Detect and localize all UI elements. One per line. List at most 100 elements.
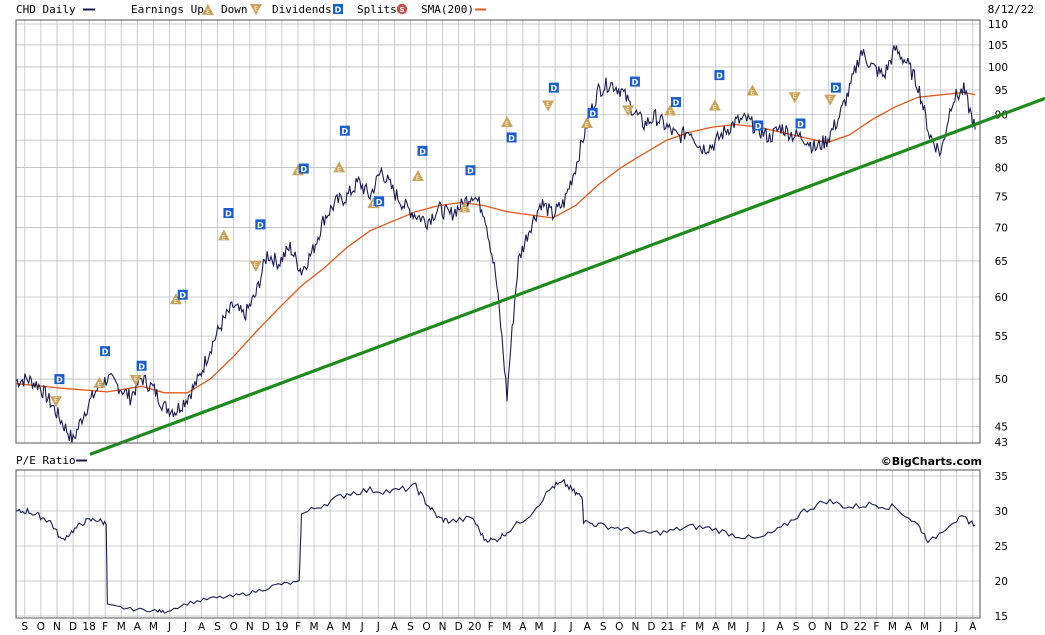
dividend-marker: D — [374, 196, 385, 207]
dividend-marker: D — [298, 163, 309, 174]
x-tick-label: A — [391, 621, 399, 633]
x-tick-label: A — [327, 621, 335, 633]
x-tick-label: M — [727, 621, 736, 633]
price-y-tick-label: 105 — [988, 40, 1008, 52]
price-grid — [16, 20, 980, 443]
dividend-marker: D — [830, 82, 841, 93]
price-y-tick-label: 70 — [995, 223, 1008, 235]
dividend-legend-icon: D — [333, 4, 343, 15]
pe-y-tick-label: 20 — [995, 576, 1008, 588]
x-tick-label: S — [600, 621, 607, 633]
x-tick-label: J — [954, 621, 958, 633]
svg-text:E: E — [713, 104, 717, 111]
x-tick-label: J — [745, 621, 749, 633]
earnings-down-label: Down — [221, 3, 248, 16]
svg-text:E: E — [416, 175, 420, 182]
price-panel-border — [15, 19, 981, 444]
trend-line — [89, 96, 1045, 456]
svg-text:D: D — [102, 348, 109, 357]
svg-text:S: S — [399, 6, 404, 14]
x-tick-label: S — [793, 621, 800, 633]
chart-date: 8/12/22 — [988, 3, 1034, 16]
svg-text:D: D — [342, 127, 349, 136]
svg-text:D: D — [755, 122, 762, 131]
dividend-marker: D — [629, 76, 640, 87]
x-tick-label: O — [808, 621, 816, 633]
x-tick-label: O — [37, 621, 45, 633]
x-tick-label: A — [776, 621, 784, 633]
x-tick-label: J — [552, 621, 556, 633]
svg-text:E: E — [254, 6, 258, 13]
earnings-up-marker: E — [411, 169, 424, 182]
svg-text:D: D — [300, 165, 307, 174]
x-tick-label: S — [22, 621, 29, 633]
pe-y-tick-label: 25 — [995, 541, 1008, 553]
x-tick-label: 19 — [275, 621, 288, 633]
x-tick-label: J — [761, 621, 765, 633]
svg-text:D: D — [179, 291, 186, 300]
dividend-marker: D — [339, 125, 350, 136]
price-y-tick-label: 45 — [995, 422, 1008, 434]
dividend-marker: D — [465, 165, 476, 176]
x-tick-label: M — [149, 621, 158, 633]
split-legend-icon: S — [396, 3, 408, 15]
dividend-marker: D — [255, 219, 266, 230]
x-tick-label: F — [102, 621, 108, 633]
earnings-up-marker: E — [746, 84, 759, 96]
x-tick-label: A — [584, 621, 592, 633]
svg-text:E: E — [54, 397, 58, 404]
x-tick-label: J — [183, 621, 187, 633]
legend-bar: CHD Daily Earnings Up E Down E Dividends… — [16, 3, 1034, 16]
x-tick-label: D — [455, 621, 463, 633]
svg-text:D: D — [419, 147, 426, 156]
price-y-tick-label: 85 — [995, 135, 1008, 147]
pe-header: P/E Ratio ©BigCharts.com — [16, 454, 982, 468]
svg-text:D: D — [335, 6, 342, 15]
svg-text:E: E — [97, 382, 101, 389]
x-tick-label: J — [167, 621, 171, 633]
x-tick-label: D — [647, 621, 655, 633]
price-y-tick-label: 50 — [995, 374, 1008, 386]
dividends-label: Dividends — [272, 3, 332, 16]
price-y-tick-label: 110 — [988, 19, 1008, 31]
earnings-down-marker: E — [622, 105, 635, 117]
x-tick-label: A — [712, 621, 720, 633]
price-y-axis: 455055606570758085909510010511043 — [988, 19, 1008, 449]
svg-text:D: D — [467, 167, 474, 176]
price-y-tick-label: 80 — [995, 162, 1008, 174]
svg-text:D: D — [589, 109, 596, 118]
svg-text:D: D — [833, 84, 840, 93]
earnings-up-marker: E — [501, 115, 514, 128]
earnings-up-marker: E — [708, 99, 721, 111]
price-y-tick-label: 75 — [995, 191, 1008, 203]
pe-y-tick-label: 35 — [995, 471, 1008, 483]
dividend-marker: D — [54, 374, 65, 385]
dividend-marker: D — [671, 97, 682, 108]
svg-text:D: D — [508, 134, 515, 143]
price-y-tick-label: 65 — [995, 256, 1008, 268]
price-y-tick-label: 60 — [995, 292, 1008, 304]
earnings-down-marker: E — [129, 374, 142, 386]
pe-y-tick-label: 30 — [995, 506, 1008, 518]
x-tick-label: M — [117, 621, 126, 633]
x-tick-label: S — [407, 621, 414, 633]
x-tick-label: O — [230, 621, 238, 633]
earnings-up-marker: E — [458, 201, 471, 213]
price-line — [16, 45, 976, 443]
dividend-marker: D — [177, 289, 188, 300]
dividend-marker: D — [587, 107, 598, 118]
dividend-marker: D — [136, 360, 147, 371]
x-tick-label: M — [502, 621, 511, 633]
earnings-up-marker: E — [93, 376, 106, 389]
svg-text:E: E — [793, 93, 797, 100]
splits-label: Splits — [357, 3, 397, 16]
x-tick-label: N — [631, 621, 639, 633]
svg-text:E: E — [463, 206, 467, 213]
x-tick-label: A — [198, 621, 206, 633]
x-tick-label: N — [439, 621, 447, 633]
pe-y-tick-label: 15 — [995, 611, 1008, 623]
svg-text:E: E — [372, 202, 376, 209]
x-tick-label: J — [376, 621, 380, 633]
